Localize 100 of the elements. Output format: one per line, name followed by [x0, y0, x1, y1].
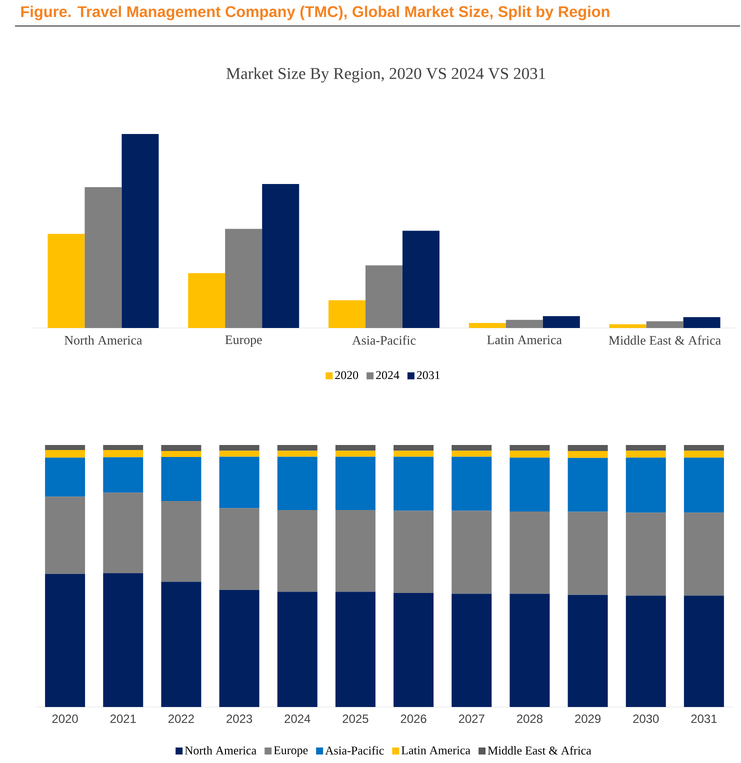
bar — [452, 594, 492, 707]
x-tick-label: 2025 — [342, 714, 368, 723]
x-tick-label: North America — [64, 336, 142, 345]
bar — [45, 574, 86, 707]
bar — [626, 450, 666, 458]
bar — [277, 592, 318, 707]
bar — [84, 187, 122, 328]
legend-label: Middle East & Africa — [488, 746, 592, 755]
bar — [161, 582, 202, 707]
bar — [626, 458, 666, 513]
bar — [568, 444, 608, 452]
x-tick-label: 2029 — [575, 714, 601, 723]
legend-label: Asia-Pacific — [325, 746, 384, 755]
bar — [510, 512, 550, 594]
bar — [103, 492, 144, 574]
bar — [219, 444, 260, 451]
bar — [684, 512, 724, 596]
bar — [122, 134, 159, 328]
bar — [225, 228, 262, 328]
bar — [328, 300, 366, 328]
x-tick-label: 2024 — [284, 714, 310, 723]
bar — [335, 444, 376, 451]
x-tick-label: 2020 — [52, 714, 78, 723]
bar — [683, 317, 720, 328]
bar — [103, 444, 144, 450]
x-tick-label: Latin America — [487, 336, 562, 344]
bar — [394, 456, 434, 511]
bar — [219, 450, 260, 457]
bar — [568, 594, 608, 707]
bar — [646, 321, 684, 328]
bar — [45, 458, 86, 497]
legend-label: 2031 — [416, 371, 440, 380]
bar — [161, 451, 202, 458]
bar — [394, 593, 434, 707]
bar — [684, 450, 724, 458]
bar — [48, 234, 85, 328]
text: Figure. Travel Management Company (TMC), Global Market Size, Split by Region — [21, 6, 610, 20]
x-tick-label: 2021 — [110, 714, 136, 723]
bar — [161, 444, 202, 452]
bar — [510, 444, 550, 451]
legend-label: 2020 — [335, 371, 358, 380]
bar — [452, 450, 492, 457]
bar — [510, 594, 550, 707]
bar — [568, 451, 608, 458]
x-tick-label: 2023 — [226, 714, 252, 723]
bar — [394, 444, 434, 451]
bar — [161, 501, 202, 582]
bar — [277, 444, 318, 451]
bar — [568, 512, 608, 595]
x-tick-label: Middle East & Africa — [608, 336, 721, 345]
bar — [219, 508, 260, 590]
x-tick-label: 2031 — [691, 714, 717, 723]
x-tick-label: Europe — [225, 336, 262, 347]
bar — [402, 230, 440, 328]
bar — [510, 458, 550, 512]
bar — [452, 456, 492, 511]
bar — [45, 450, 86, 458]
chart-title: Market Size By Region, 2020 VS 2024 VS 2031 — [226, 68, 546, 82]
bar — [219, 456, 260, 508]
bar — [45, 496, 86, 574]
bar — [103, 450, 144, 458]
legend-label: Latin America — [402, 746, 470, 754]
bar — [684, 444, 724, 451]
x-tick-label: 2026 — [400, 714, 426, 723]
bar — [188, 273, 226, 328]
bar — [277, 456, 318, 510]
bar — [626, 512, 666, 596]
bar — [542, 316, 580, 328]
bar — [394, 450, 434, 457]
bar — [335, 450, 376, 457]
bar — [510, 450, 550, 458]
bar — [506, 320, 543, 328]
x-tick-label: 2027 — [458, 714, 484, 723]
x-tick-label: Asia-Pacific — [352, 336, 416, 345]
bar — [626, 444, 666, 451]
legend-label: North America — [184, 746, 256, 755]
x-tick-label: 2022 — [168, 714, 194, 723]
bar — [103, 457, 144, 493]
bar — [277, 450, 318, 457]
bar — [277, 510, 318, 592]
bar — [335, 456, 376, 510]
bar — [452, 510, 492, 594]
bar — [103, 573, 144, 707]
bar — [452, 444, 492, 451]
bar — [219, 590, 260, 707]
bar — [609, 324, 646, 328]
bar — [161, 457, 202, 502]
bar — [335, 592, 376, 707]
legend-label: Europe — [274, 746, 308, 757]
bar — [366, 265, 402, 328]
bar — [262, 184, 300, 328]
bar — [335, 510, 376, 592]
bar — [45, 444, 86, 450]
bar — [626, 596, 666, 707]
x-tick-label: 2030 — [633, 714, 659, 723]
bar — [568, 458, 608, 512]
bar — [468, 322, 506, 328]
bar — [394, 510, 434, 594]
bar — [684, 458, 724, 513]
bar — [684, 596, 724, 707]
